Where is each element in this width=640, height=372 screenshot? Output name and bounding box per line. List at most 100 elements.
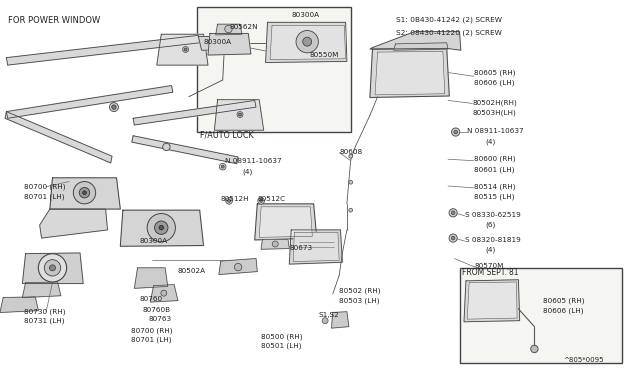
Text: S 08320-81819: S 08320-81819 <box>465 237 520 243</box>
Text: N 08911-10637: N 08911-10637 <box>225 158 282 164</box>
Circle shape <box>454 130 458 134</box>
Text: 80700 (RH): 80700 (RH) <box>131 327 173 334</box>
Circle shape <box>225 25 232 33</box>
Polygon shape <box>157 34 208 65</box>
Text: 80515 (LH): 80515 (LH) <box>474 193 514 200</box>
Text: 80550M: 80550M <box>310 52 339 58</box>
Polygon shape <box>375 51 445 95</box>
Circle shape <box>349 180 353 184</box>
Circle shape <box>220 163 226 170</box>
Polygon shape <box>150 285 178 302</box>
Circle shape <box>452 128 460 136</box>
Circle shape <box>44 260 61 276</box>
Polygon shape <box>22 253 83 283</box>
Circle shape <box>184 48 187 51</box>
Text: 80601 (LH): 80601 (LH) <box>474 166 514 173</box>
Text: 80606 (LH): 80606 (LH) <box>543 307 583 314</box>
Circle shape <box>303 37 312 46</box>
Polygon shape <box>261 240 289 249</box>
Text: F/AUTO LOCK: F/AUTO LOCK <box>200 130 253 139</box>
Text: FROM SEPT.'81: FROM SEPT.'81 <box>462 268 518 277</box>
Circle shape <box>161 290 167 296</box>
Text: 80501 (LH): 80501 (LH) <box>261 343 301 349</box>
Text: 80300A: 80300A <box>291 12 319 18</box>
Polygon shape <box>133 100 256 125</box>
Text: 80512H: 80512H <box>221 196 250 202</box>
Circle shape <box>221 165 224 168</box>
Text: S 08330-62519: S 08330-62519 <box>465 212 520 218</box>
Polygon shape <box>0 297 38 312</box>
Text: 80701 (LH): 80701 (LH) <box>24 193 65 200</box>
Polygon shape <box>464 280 520 322</box>
Polygon shape <box>6 86 173 118</box>
Polygon shape <box>198 36 230 50</box>
Text: 80673: 80673 <box>289 246 312 251</box>
Circle shape <box>163 143 170 151</box>
Circle shape <box>83 191 86 195</box>
Text: 80730 (RH): 80730 (RH) <box>24 308 66 315</box>
Bar <box>197 7 351 132</box>
Text: 80500 (RH): 80500 (RH) <box>261 333 303 340</box>
Polygon shape <box>266 22 347 62</box>
Polygon shape <box>394 43 448 50</box>
Text: 80570M: 80570M <box>475 263 504 269</box>
Circle shape <box>226 198 232 204</box>
Polygon shape <box>208 33 251 55</box>
Polygon shape <box>370 48 449 97</box>
Text: S2: 08430-41220 (2) SCREW: S2: 08430-41220 (2) SCREW <box>396 29 501 36</box>
Circle shape <box>260 199 262 202</box>
Text: 80760: 80760 <box>140 296 163 302</box>
Circle shape <box>228 199 230 202</box>
Circle shape <box>182 46 189 52</box>
Text: 80503 (LH): 80503 (LH) <box>339 297 380 304</box>
Circle shape <box>349 154 353 158</box>
Text: 80503H(LH): 80503H(LH) <box>472 109 516 116</box>
Polygon shape <box>467 282 517 319</box>
Text: 80731 (LH): 80731 (LH) <box>24 317 65 324</box>
Polygon shape <box>259 207 312 237</box>
Circle shape <box>234 263 242 271</box>
Text: (4): (4) <box>485 247 495 253</box>
Circle shape <box>451 211 455 215</box>
Circle shape <box>239 113 241 116</box>
Polygon shape <box>5 112 112 163</box>
Polygon shape <box>40 209 108 238</box>
Circle shape <box>349 208 353 212</box>
Text: 80606 (LH): 80606 (LH) <box>474 79 514 86</box>
Circle shape <box>322 318 328 324</box>
Text: (4): (4) <box>485 138 495 145</box>
Polygon shape <box>219 259 257 275</box>
Polygon shape <box>370 32 461 50</box>
Circle shape <box>272 241 278 247</box>
Circle shape <box>451 236 455 240</box>
Text: 80502A: 80502A <box>178 268 206 274</box>
Circle shape <box>112 105 116 109</box>
Polygon shape <box>50 178 120 209</box>
Polygon shape <box>22 282 61 298</box>
Polygon shape <box>134 268 168 288</box>
Circle shape <box>74 182 95 204</box>
Circle shape <box>258 198 264 204</box>
Circle shape <box>159 225 163 230</box>
Polygon shape <box>289 230 342 264</box>
Text: 80502H(RH): 80502H(RH) <box>472 99 517 106</box>
Text: 80700 (RH): 80700 (RH) <box>24 183 66 190</box>
Text: 80514 (RH): 80514 (RH) <box>474 183 515 190</box>
Polygon shape <box>216 24 242 35</box>
Text: FOR POWER WINDOW: FOR POWER WINDOW <box>8 16 100 25</box>
Circle shape <box>296 31 318 53</box>
Polygon shape <box>120 210 204 246</box>
Circle shape <box>49 265 56 271</box>
Text: 80562N: 80562N <box>229 24 258 30</box>
Circle shape <box>109 103 118 112</box>
Bar <box>460 268 622 363</box>
Polygon shape <box>132 136 238 164</box>
Text: 80300A: 80300A <box>140 238 168 244</box>
Text: 80600 (RH): 80600 (RH) <box>474 156 515 163</box>
Text: (6): (6) <box>485 222 495 228</box>
Text: 80502 (RH): 80502 (RH) <box>339 288 381 294</box>
Text: 80605 (RH): 80605 (RH) <box>474 69 515 76</box>
Text: S1: 0B430-41242 (2) SCREW: S1: 0B430-41242 (2) SCREW <box>396 16 502 23</box>
Circle shape <box>449 209 457 217</box>
Circle shape <box>38 254 67 282</box>
